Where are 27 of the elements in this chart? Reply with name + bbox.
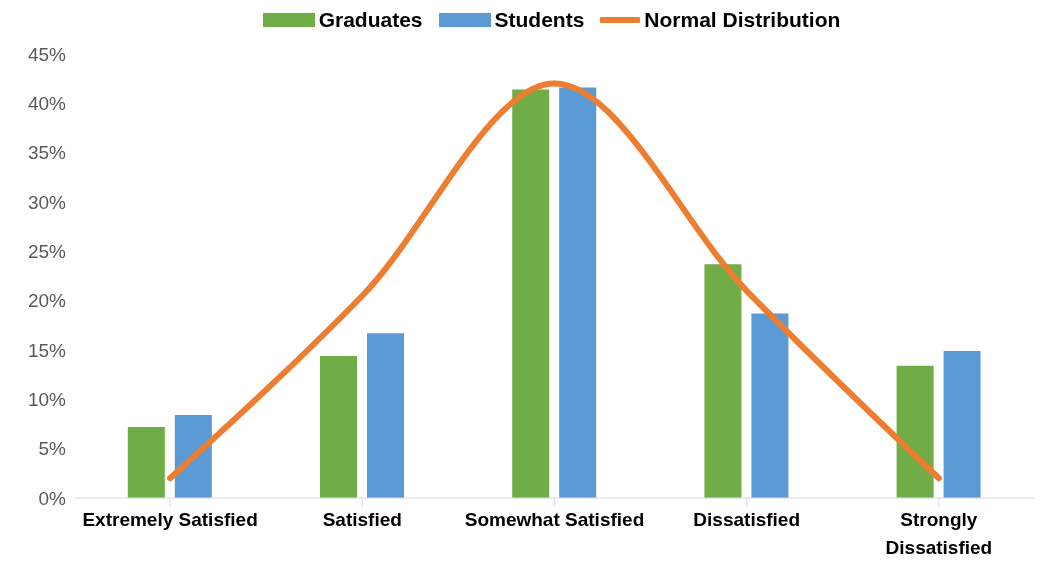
y-tick-label: 30%	[27, 191, 67, 213]
y-tick-label: 10%	[27, 389, 67, 411]
bar	[127, 426, 165, 498]
x-tick-label: Satisfied	[322, 509, 402, 530]
x-tick-label: Dissatisfied	[693, 509, 801, 530]
bar	[896, 365, 934, 498]
y-tick-label: 35%	[27, 142, 67, 164]
x-tick-label: Somewhat Satisfied	[464, 509, 645, 530]
bar	[704, 264, 742, 498]
y-tick-label: 5%	[38, 438, 67, 460]
y-tick-label: 15%	[27, 339, 67, 361]
x-tick-label: Strongly Dissatisfied	[885, 509, 993, 558]
bar	[943, 350, 981, 498]
bar	[751, 313, 789, 498]
x-tick-label: Extremely Satisfied	[82, 509, 258, 530]
y-tick-label: 45%	[27, 43, 67, 65]
bar	[320, 355, 358, 498]
bar	[367, 333, 405, 498]
y-tick-label: 0%	[38, 487, 67, 509]
bar	[512, 89, 550, 498]
legend-label: Normal Distribution	[644, 8, 841, 32]
y-tick-label: 40%	[27, 93, 67, 115]
y-tick-label: 20%	[27, 290, 67, 312]
legend-label: Students	[494, 8, 585, 32]
bar	[559, 87, 597, 498]
legend-label: Graduates	[318, 8, 423, 32]
y-tick-label: 25%	[27, 241, 67, 263]
